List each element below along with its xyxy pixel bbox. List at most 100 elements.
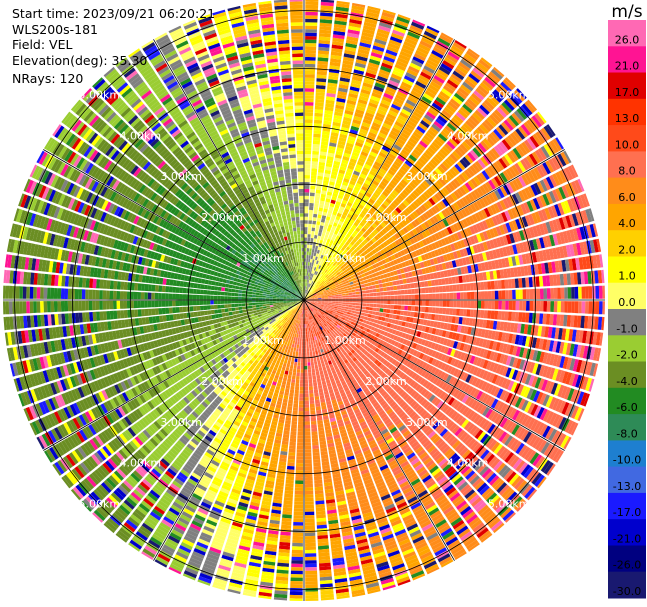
range-gate (316, 378, 321, 383)
range-gate (424, 62, 437, 71)
range-gate (401, 108, 411, 117)
range-gate (314, 231, 319, 236)
range-gate (389, 281, 394, 286)
range-gate (404, 37, 418, 46)
range-gate (304, 143, 312, 148)
range-gate (383, 300, 388, 304)
range-gate (386, 304, 391, 309)
range-gate (393, 124, 403, 132)
range-gate (363, 144, 372, 151)
range-gate (553, 287, 558, 299)
range-gate (378, 105, 388, 113)
range-gate (316, 276, 319, 280)
range-gate (334, 294, 339, 297)
range-gate (319, 225, 324, 230)
range-gate (432, 46, 446, 56)
range-gate (323, 264, 327, 268)
range-gate (326, 258, 331, 262)
range-gate (359, 294, 363, 297)
range-gate (316, 81, 326, 86)
range-gate (385, 116, 395, 124)
range-gate (309, 280, 312, 284)
range-gate (442, 307, 447, 315)
range-gate (306, 279, 309, 283)
range-gate (317, 381, 322, 386)
range-gate (543, 301, 548, 312)
range-gate (307, 334, 310, 338)
range-gate (546, 288, 551, 299)
range-gate (388, 153, 397, 160)
range-gate (342, 155, 350, 162)
range-gate (435, 293, 440, 300)
range-gate (321, 186, 328, 192)
range-gate (397, 300, 402, 305)
range-gate (305, 265, 308, 269)
range-gate (316, 260, 319, 265)
range-gate (366, 296, 370, 300)
range-gate (553, 301, 558, 313)
range-gate (304, 150, 312, 155)
range-gate (416, 77, 429, 86)
range-gate (315, 245, 319, 250)
range-gate (470, 300, 475, 309)
range-gate (316, 71, 327, 76)
range-gate (345, 145, 353, 152)
range-gate (571, 287, 575, 299)
range-gate (385, 139, 394, 147)
range-gate (345, 42, 357, 49)
range-gate (305, 60, 316, 65)
range-gate (327, 152, 335, 158)
range-gate (598, 301, 603, 315)
range-gate (505, 290, 509, 300)
range-gate (317, 57, 329, 62)
range-gate (512, 300, 516, 311)
range-gate (330, 135, 338, 141)
range-gate (308, 269, 311, 273)
range-gate (309, 283, 311, 288)
range-gate (386, 156, 395, 163)
range-gate (313, 278, 317, 282)
range-gate (305, 279, 308, 283)
range-gate (414, 288, 419, 294)
range-gate (329, 142, 337, 147)
range-gate (304, 84, 315, 89)
range-gate (449, 308, 454, 315)
range-gate (433, 75, 445, 84)
range-gate (370, 95, 381, 102)
range-gate (401, 300, 405, 305)
range-gate (306, 251, 309, 256)
range-gate (305, 15, 318, 19)
range-gate (388, 133, 398, 141)
range-gate (362, 182, 370, 189)
range-gate (348, 198, 354, 204)
range-gate (319, 19, 333, 24)
range-gate (411, 300, 416, 306)
range-gate (324, 222, 329, 228)
range-gate (306, 286, 309, 291)
range-gate (380, 304, 384, 308)
range-gate (313, 382, 318, 387)
range-gate (325, 103, 335, 108)
range-gate (360, 88, 371, 95)
range-gate (313, 343, 317, 348)
range-gate (306, 248, 310, 252)
range-gate (330, 199, 336, 205)
range-gate (372, 164, 380, 171)
range-gate (357, 102, 367, 109)
range-gate (396, 285, 401, 290)
range-gate (431, 286, 436, 293)
range-gate (368, 131, 377, 138)
range-gate (585, 301, 589, 314)
range-gate (314, 119, 323, 124)
range-gate (366, 303, 370, 307)
range-gate (304, 261, 306, 266)
range-gate (313, 210, 318, 215)
range-gate (311, 273, 314, 278)
range-gate (367, 62, 380, 69)
range-gate (320, 1, 334, 7)
range-gate (446, 300, 450, 307)
range-gate (483, 310, 488, 319)
range-gate (438, 307, 443, 314)
range-gate (323, 120, 332, 125)
range-gate (379, 102, 390, 110)
